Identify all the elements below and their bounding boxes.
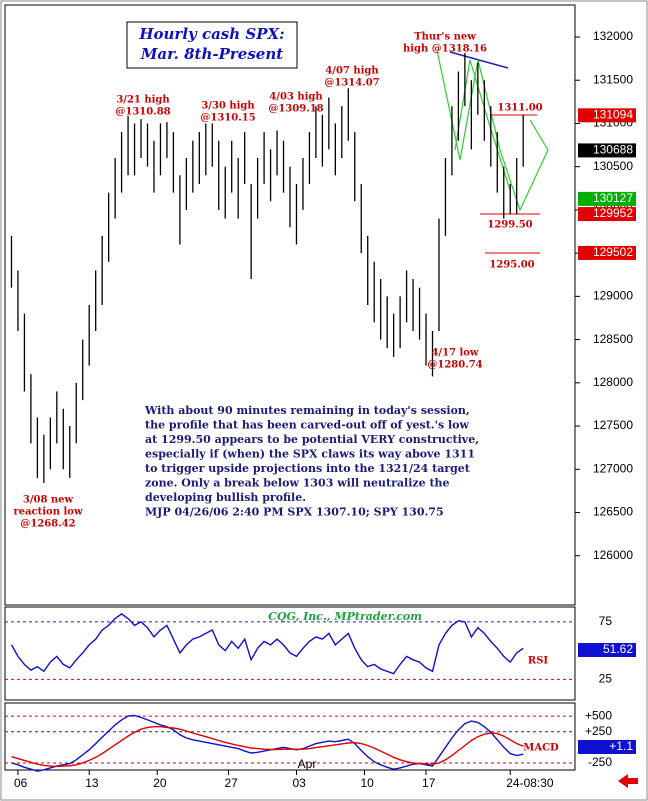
commentary: MJP 04/26/06 2:40 PM SPX 1307.10; SPY 13… [145,506,444,519]
y-tick-label: 130500 [593,159,633,173]
annotation: 3/21 high [116,95,170,106]
annotation: 4/17 low [431,348,478,359]
price-marker [578,245,636,260]
indicator-line [10,613,524,675]
y-tick-label: -250 [588,755,612,769]
annotation: 1311.00 [497,103,542,114]
annotation: Thur's new [414,32,476,43]
annotation: 4/07 high [325,66,379,77]
indicator-line [11,726,524,768]
current-value: +1.1 [609,739,633,753]
commentary: the profile that has been carved-out off… [145,419,470,432]
x-tick-label: 17 [422,776,436,790]
annotation: 3/30 high [201,101,255,112]
annotation: @1280.74 [427,360,482,371]
commentary: developing bullish profile. [145,491,306,504]
price-marker-label: 129952 [593,206,633,220]
x-tick-label: 10 [360,776,374,790]
projection [436,49,549,212]
annotation: @1268.42 [20,519,75,530]
price-marker-label: 130688 [593,143,633,157]
projection [454,59,511,191]
y-tick-label: 128000 [593,375,633,389]
x-tick-label: 06 [14,776,28,790]
annotation: @1310.15 [200,113,255,124]
x-tick-label: 24-08:30 [506,776,554,790]
price-marker-label: 131094 [593,107,633,121]
chart-title: Mar. 8th-Present [140,45,283,63]
price-marker [578,207,636,222]
chart-title: Hourly cash SPX: [138,25,284,43]
annotation: 1295.00 [489,260,534,271]
y-tick-label: 25 [599,672,613,686]
commentary: at 1299.50 appears to be potential VERY … [145,433,479,446]
series-label: MACD [523,743,559,754]
y-tick-label: 75 [599,614,613,628]
indicator-line [11,714,524,772]
x-tick-label: 27 [224,776,238,790]
price-marker [578,108,636,123]
annotation: 3/08 new [23,495,74,506]
y-tick-label: 129000 [593,289,633,303]
commentary: to trigger upside projections into the 1… [145,462,471,475]
annotation: high @1318.16 [403,44,487,55]
current-value-box [578,740,636,754]
scroll-arrow[interactable] [618,774,638,788]
y-tick-label: +500 [585,708,612,722]
title-box [126,21,298,69]
price-marker [578,143,636,158]
current-value: 51.62 [603,642,633,656]
price-panel [4,4,576,606]
annotation: @1314.07 [324,78,379,89]
annotation: @1309.18 [268,104,323,115]
x-tick-label: 03 [292,776,306,790]
y-tick-label: 131500 [593,72,633,86]
y-tick-label: +250 [585,724,612,738]
month-label: Apr [298,757,317,771]
y-tick-label: 132000 [593,29,633,43]
y-tick-label: 126000 [593,548,633,562]
y-tick-label: 126500 [593,505,633,519]
series-label: RSI [528,656,549,667]
x-tick-label: 20 [153,776,167,790]
y-tick-label: 127000 [593,461,633,475]
annotation: 4/03 high [269,92,323,103]
annotation: 1299.50 [487,220,532,231]
annotation: reaction low [13,507,83,518]
y-tick-label: 128500 [593,332,633,346]
price-marker [578,191,636,206]
commentary: zone. Only a break below 1303 will neutr… [145,477,450,490]
x-tick-label: 13 [85,776,99,790]
annotation: @1310.88 [115,107,170,118]
source: CQG, Inc., MPtrader.com [268,610,422,623]
commentary: With about 90 minutes remaining in today… [144,404,470,417]
trend-line [449,51,509,69]
commentary: especially if (when) the SPX claws its w… [145,448,475,461]
current-value-box [578,643,636,657]
y-tick-label: 127500 [593,418,633,432]
price-marker-label: 129502 [593,245,633,259]
price-marker-label: 130127 [593,191,633,205]
